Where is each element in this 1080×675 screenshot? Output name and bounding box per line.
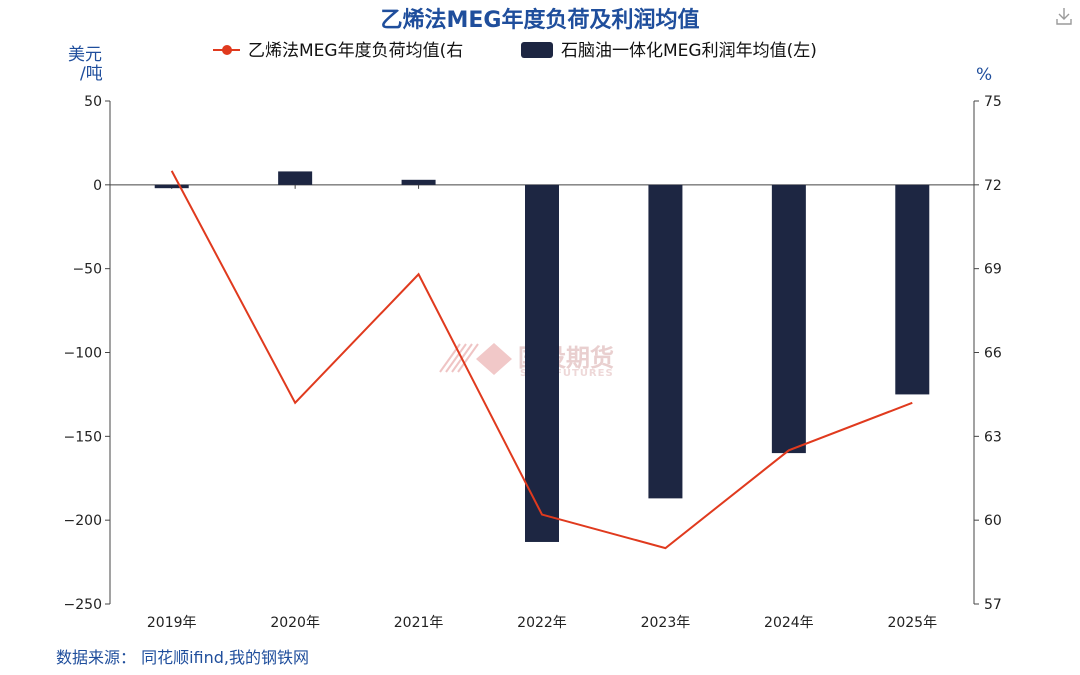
category-label: 2024年 — [764, 615, 814, 631]
download-icon[interactable] — [1056, 8, 1072, 25]
legend-bar-label: 石脑油一体化MEG利润年均值(左) — [561, 41, 817, 61]
category-label: 2019年 — [147, 615, 197, 631]
left-tick-label: 50 — [84, 94, 102, 110]
bar-series — [154, 171, 930, 542]
category-label: 2020年 — [270, 615, 320, 631]
category-label: 2025年 — [887, 615, 937, 631]
legend-line-label: 乙烯法MEG年度负荷均值(右 — [248, 41, 463, 61]
watermark-subtext: SDIC FUTURES — [520, 368, 614, 379]
bar — [154, 184, 189, 189]
left-tick-label: 0 — [93, 178, 102, 194]
bar — [401, 179, 436, 185]
bar — [648, 184, 683, 499]
right-tick-label: 63 — [984, 429, 1002, 445]
bar — [771, 184, 806, 454]
watermark-logo — [439, 343, 479, 373]
left-tick-label: −50 — [72, 262, 102, 278]
chart-title: 乙烯法MEG年度负荷及利润均值 — [381, 7, 700, 33]
category-label: 2022年 — [517, 615, 567, 631]
legend: 乙烯法MEG年度负荷均值(右 石脑油一体化MEG利润年均值(左) — [213, 41, 817, 61]
right-tick-label: 66 — [984, 346, 1002, 362]
right-tick-label: 69 — [984, 262, 1002, 278]
right-axis-unit: % — [976, 65, 992, 85]
left-axis-unit-line1: 美元 — [68, 45, 102, 65]
left-tick-label: −200 — [64, 513, 102, 529]
left-tick-label: −150 — [64, 429, 102, 445]
right-tick-label: 60 — [984, 513, 1002, 529]
right-tick-label: 75 — [984, 94, 1002, 110]
legend-bar-swatch — [521, 42, 553, 58]
left-axis-unit-line2: /吨 — [80, 64, 103, 84]
right-tick-label: 57 — [984, 597, 1002, 613]
bar — [895, 184, 930, 395]
watermark-diamond — [476, 343, 512, 375]
line-series — [170, 170, 913, 550]
legend-line-marker — [222, 45, 232, 55]
category-label: 2023年 — [641, 615, 691, 631]
left-tick-label: −250 — [64, 597, 102, 613]
bar — [525, 184, 559, 542]
bar — [278, 171, 313, 185]
category-label: 2021年 — [394, 615, 444, 631]
source-note: 数据来源： 同花顺ifind,我的钢铁网 — [56, 648, 309, 667]
left-tick-label: −100 — [64, 346, 102, 362]
right-tick-label: 72 — [984, 178, 1002, 194]
